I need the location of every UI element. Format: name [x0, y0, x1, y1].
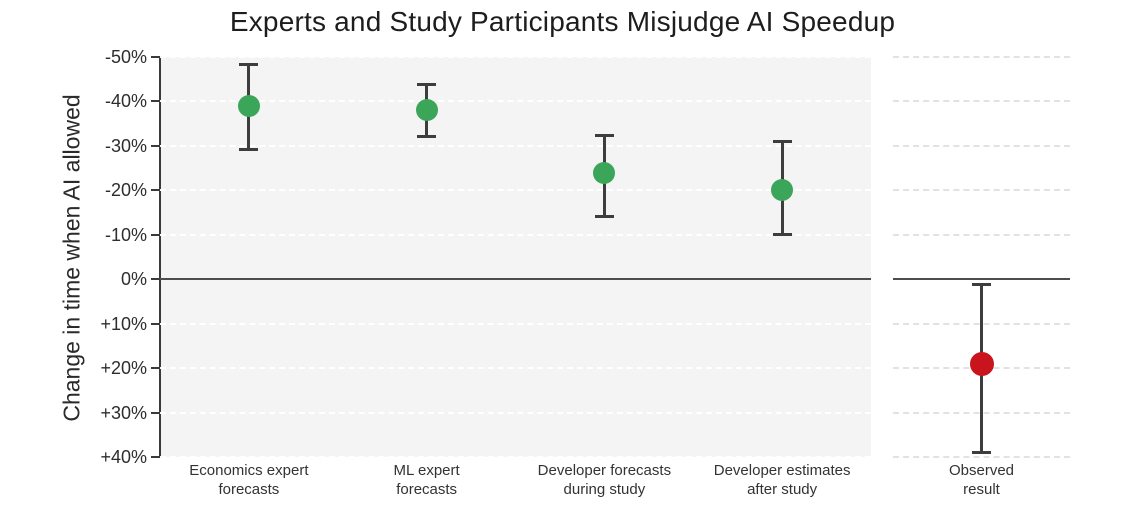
y-tick-label-20: -20%	[104, 180, 147, 201]
error-bar-cap-top	[972, 282, 991, 286]
gridline	[160, 367, 871, 370]
error-bar-cap-top	[594, 133, 614, 137]
x-axis-label-line: Economics expert	[189, 462, 309, 479]
gridline	[160, 233, 871, 236]
forecast-panel	[160, 57, 871, 457]
y-axis-line	[159, 56, 161, 458]
x-axis-label-economics-expert-forecasts: Economics expert forecasts	[154, 462, 344, 500]
x-axis-label-line: after study	[747, 480, 818, 498]
y-tick-label-20: +20%	[100, 358, 147, 379]
error-bar-cap-bottom	[594, 215, 614, 218]
gridline	[893, 144, 1070, 147]
data-point-marker	[593, 161, 616, 184]
gridline	[893, 456, 1070, 458]
x-axis-label-line: during study	[563, 480, 646, 498]
error-bar-cap-bottom	[972, 450, 991, 454]
error-bar-cap-bottom	[239, 148, 259, 152]
x-axis-label-line: forecasts	[396, 480, 458, 498]
gridline	[160, 322, 871, 325]
y-tick-label-30: -30%	[104, 135, 147, 156]
y-tick-mark	[151, 411, 160, 414]
y-tick-mark	[151, 367, 160, 370]
gridline	[893, 189, 1070, 192]
x-axis-label-observed-result: Observed result	[887, 462, 1077, 500]
baseline-zero-line	[893, 278, 1070, 281]
x-axis-label-line: result	[963, 480, 1000, 498]
chart-title: Experts and Study Participants Misjudge …	[229, 6, 896, 37]
x-axis-label-developer-estimates-after-study: Developer estimates after study	[687, 462, 877, 500]
y-tick-mark	[151, 56, 160, 58]
y-tick-mark	[151, 189, 160, 192]
x-axis-label-line: Developer estimates	[713, 462, 851, 479]
y-tick-label-10: -10%	[104, 224, 147, 245]
data-point-marker	[969, 351, 994, 376]
gridline	[160, 456, 871, 458]
gridline	[160, 100, 871, 103]
y-tick-label-40: -40%	[104, 91, 147, 112]
gridline	[893, 100, 1070, 103]
data-point-marker	[771, 179, 794, 202]
gridline	[160, 56, 871, 58]
error-bar-cap-bottom	[417, 135, 437, 138]
gridline	[160, 144, 871, 147]
y-tick-label-10: +10%	[100, 313, 147, 334]
baseline-zero-line	[160, 278, 871, 281]
error-bar-cap-bottom	[772, 232, 792, 236]
data-point-marker	[237, 94, 260, 117]
gridline	[160, 411, 871, 414]
gridline	[160, 189, 871, 192]
error-bar-cap-top	[239, 62, 259, 66]
x-axis-label-line: forecasts	[218, 480, 280, 498]
y-tick-mark	[151, 144, 160, 147]
y-tick-mark	[151, 278, 160, 281]
y-tick-mark	[151, 456, 160, 458]
x-axis-label-ml-expert-forecasts: ML expert forecasts	[332, 462, 522, 500]
x-axis-label-line: Observed	[948, 462, 1015, 479]
error-bar-cap-top	[772, 140, 792, 144]
x-axis-label-line: Developer forecasts	[537, 462, 672, 479]
x-axis-label-developer-forecasts-during-study: Developer forecasts during study	[509, 462, 699, 500]
y-tick-label-50: -50%	[104, 47, 147, 67]
data-point-marker	[415, 99, 438, 122]
y-tick-label-40: +40%	[100, 447, 147, 467]
y-tick-mark	[151, 100, 160, 103]
y-tick-mark	[151, 233, 160, 236]
gridline	[893, 233, 1070, 236]
y-tick-label-30: +30%	[100, 402, 147, 423]
error-bar-cap-top	[417, 82, 437, 86]
y-tick-mark	[151, 322, 160, 325]
gridline	[893, 56, 1070, 58]
x-axis-label-line: ML expert	[393, 462, 460, 479]
y-tick-label-0: 0%	[120, 269, 147, 290]
